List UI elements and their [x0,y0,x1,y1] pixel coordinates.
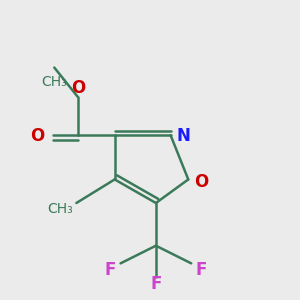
Text: F: F [105,261,116,279]
Text: F: F [150,275,162,293]
Text: CH₃: CH₃ [47,202,73,216]
Text: F: F [196,261,207,279]
Text: O: O [30,127,45,145]
Text: N: N [177,127,191,145]
Text: O: O [71,79,85,97]
Text: O: O [194,172,209,190]
Text: CH₃: CH₃ [41,75,67,89]
